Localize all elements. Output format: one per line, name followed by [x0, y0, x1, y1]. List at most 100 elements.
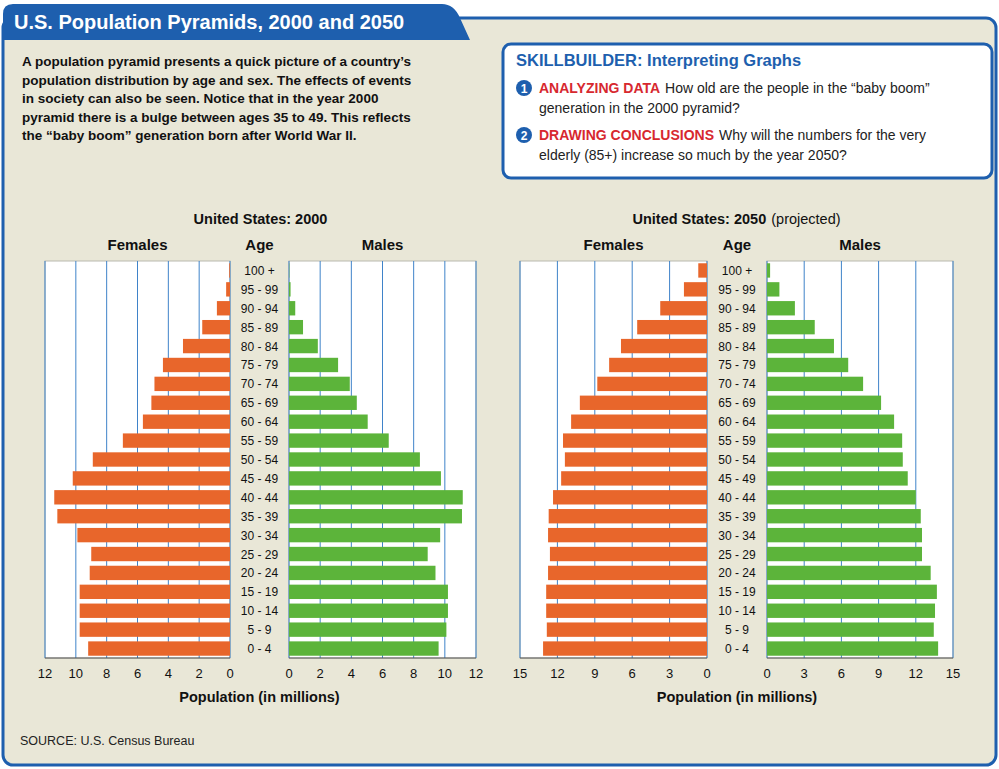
axis-line: [45, 658, 230, 659]
category-label: 20 - 24: [241, 566, 279, 580]
tick-label: 8: [103, 666, 110, 681]
category-label: 40 - 44: [718, 491, 756, 505]
bar: [91, 547, 230, 561]
item-text: Why will the numbers for the very: [719, 127, 926, 143]
bar: [621, 339, 707, 353]
y-axis-label: Age: [723, 236, 751, 253]
bar-group: [289, 263, 463, 655]
category-label: 10 - 14: [718, 604, 756, 618]
bar: [226, 282, 230, 296]
bar: [289, 301, 295, 315]
tick-label: 3: [666, 666, 673, 681]
tick-label: 6: [134, 666, 141, 681]
bar: [609, 358, 707, 372]
bar: [289, 415, 368, 429]
bar: [289, 604, 448, 618]
category-label: 0 - 4: [725, 642, 749, 656]
grid-line: [520, 261, 521, 658]
bar: [561, 471, 707, 485]
bar: [565, 452, 707, 466]
title: U.S. Population Pyramids, 2000 and 2050: [14, 11, 404, 33]
category-label: 100 +: [722, 264, 752, 278]
bar: [767, 566, 931, 580]
category-label: 95 - 99: [718, 283, 756, 297]
bar: [660, 301, 707, 315]
bar: [289, 377, 350, 391]
category-label: 85 - 89: [241, 321, 279, 335]
bar: [289, 452, 420, 466]
bar: [289, 358, 338, 372]
category-label: 30 - 34: [241, 529, 279, 543]
chart-title: United States: 2050(projected): [632, 211, 840, 227]
category-label: 5 - 9: [725, 623, 749, 637]
bar: [289, 585, 448, 599]
bar: [289, 566, 435, 580]
category-label: 20 - 24: [718, 566, 756, 580]
bar-group: [543, 263, 707, 655]
bar: [767, 622, 934, 636]
category-label: 75 - 79: [241, 358, 279, 372]
item-number: 1: [521, 82, 528, 96]
tick-label: 15: [946, 666, 960, 681]
bar: [229, 263, 230, 277]
bar: [547, 622, 707, 636]
bar: [549, 509, 707, 523]
bar: [548, 528, 707, 542]
bar: [767, 547, 922, 561]
series-name: Males: [839, 236, 881, 253]
chart-title: United States: 2000: [194, 211, 328, 227]
category-label: 60 - 64: [241, 415, 279, 429]
bar: [123, 433, 230, 447]
bar: [163, 358, 230, 372]
item-label: ANALYZING DATA: [539, 80, 660, 96]
category-label: 70 - 74: [718, 377, 756, 391]
bar-group: [767, 263, 938, 655]
bar: [550, 547, 707, 561]
bar: [289, 509, 462, 523]
bar: [93, 452, 230, 466]
category-label: 65 - 69: [718, 396, 756, 410]
bar: [88, 641, 230, 655]
bar: [767, 263, 770, 277]
item-line: DRAWING CONCLUSIONSWhy will the numbers …: [539, 127, 926, 143]
item-badge: [516, 127, 532, 143]
category-label: 55 - 59: [718, 434, 756, 448]
category-label: 15 - 19: [718, 585, 756, 599]
y-axis-label: Age: [245, 236, 273, 253]
bar: [767, 641, 938, 655]
bar: [289, 528, 440, 542]
category-label: 85 - 89: [718, 321, 756, 335]
bar: [289, 622, 446, 636]
chart-title-text: United States: 2050: [632, 211, 766, 227]
category-label: 45 - 49: [718, 472, 756, 486]
bar: [289, 282, 291, 296]
category-label: 40 - 44: [241, 491, 279, 505]
category-label: 75 - 79: [718, 358, 756, 372]
bar: [80, 585, 230, 599]
tick-label: 12: [909, 666, 923, 681]
bar: [543, 641, 707, 655]
tick-label: 0: [703, 666, 710, 681]
category-label: 80 - 84: [241, 340, 279, 354]
chart: United States: 2000024681012024681012Fem…: [38, 211, 483, 705]
plot-area: [767, 261, 953, 658]
category-label: 50 - 54: [718, 453, 756, 467]
bar: [597, 377, 707, 391]
category-label: 55 - 59: [241, 434, 279, 448]
bar: [563, 433, 707, 447]
category-label: 35 - 39: [718, 510, 756, 524]
item-badge: [516, 80, 532, 96]
tick-label: 0: [285, 666, 292, 681]
bar: [767, 282, 779, 296]
bar: [580, 396, 707, 410]
page: U.S. Population Pyramids, 2000 and 2050 A…: [0, 0, 999, 769]
tick-label: 2: [196, 666, 203, 681]
category-label: 60 - 64: [718, 415, 756, 429]
bar: [767, 396, 881, 410]
category-label: 10 - 14: [241, 604, 279, 618]
bar: [289, 471, 441, 485]
bar: [143, 415, 230, 429]
axis-line: [289, 658, 476, 659]
chart-title-text: United States: 2000: [194, 211, 328, 227]
bar: [289, 490, 463, 504]
